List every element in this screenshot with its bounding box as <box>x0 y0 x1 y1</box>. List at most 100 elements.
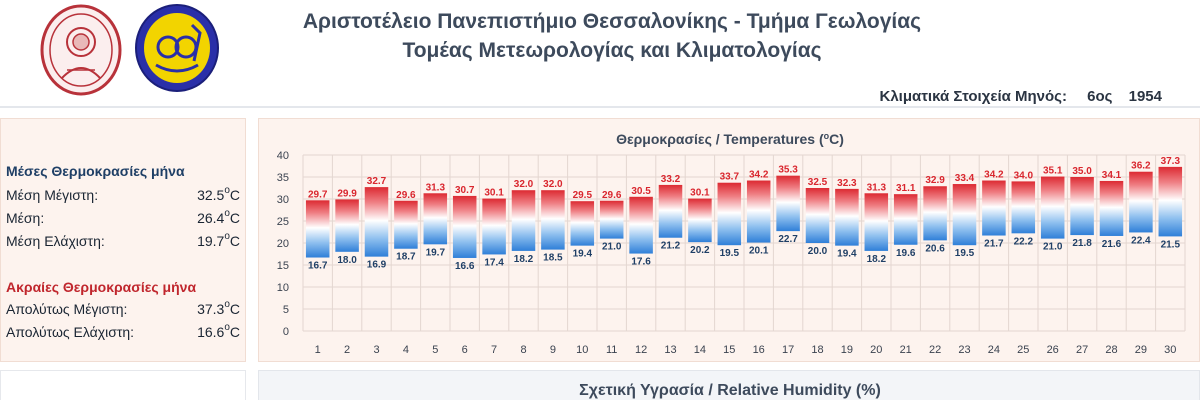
temp-range-bar <box>364 187 389 257</box>
temp-range-bar <box>688 198 712 243</box>
humidity-stats-panel <box>0 370 246 400</box>
stat-label: Μέση: <box>6 210 45 226</box>
x-tick-label: 3 <box>373 344 379 356</box>
mean-temps-title: Μέσες Θερμοκρασίες μήνα <box>6 163 185 179</box>
min-value-label: 18.0 <box>337 255 357 266</box>
temp-range-bar <box>776 175 800 232</box>
max-value-label: 35.1 <box>1043 166 1063 177</box>
x-tick-label: 8 <box>520 344 526 356</box>
max-value-label: 32.0 <box>514 179 534 190</box>
x-tick-label: 20 <box>870 344 882 356</box>
y-tick-label: 20 <box>277 238 289 250</box>
x-tick-label: 15 <box>723 344 735 356</box>
max-value-label: 34.0 <box>1014 170 1034 181</box>
y-tick-label: 5 <box>283 304 289 316</box>
max-value-label: 32.0 <box>543 179 563 190</box>
temp-range-bar <box>511 190 536 251</box>
x-tick-label: 19 <box>841 344 853 356</box>
max-value-label: 34.2 <box>984 170 1004 181</box>
university-seal-logo <box>40 4 122 96</box>
temp-range-bar <box>599 200 624 239</box>
temp-range-bar <box>805 188 830 243</box>
min-value-label: 17.4 <box>484 257 504 268</box>
max-value-label: 33.2 <box>661 174 681 185</box>
x-tick-label: 25 <box>1017 344 1029 356</box>
temp-range-bar <box>746 180 771 243</box>
min-value-label: 22.4 <box>1131 235 1151 246</box>
header-divider <box>0 106 1200 108</box>
x-tick-label: 4 <box>403 344 409 356</box>
x-tick-label: 27 <box>1076 344 1088 356</box>
min-value-label: 20.6 <box>925 243 945 254</box>
x-tick-label: 12 <box>635 344 647 356</box>
max-value-label: 33.4 <box>955 173 975 184</box>
min-value-label: 16.6 <box>455 261 475 272</box>
max-value-label: 32.9 <box>925 175 945 186</box>
temp-range-bar <box>629 196 653 254</box>
extreme-temps-title: Ακραίες Θερμοκρασίες μήνα <box>6 279 197 295</box>
y-tick-label: 35 <box>277 172 289 184</box>
temp-range-bar <box>864 193 889 251</box>
y-tick-label: 0 <box>283 326 289 338</box>
x-tick-label: 30 <box>1164 344 1176 356</box>
humidity-chart-panel: Σχετική Υγρασία / Relative Humidity (%) <box>258 370 1200 400</box>
humidity-chart-title: Σχετική Υγρασία / Relative Humidity (%) <box>579 382 881 399</box>
stat-value: 19.7oC <box>197 231 240 249</box>
max-value-label: 29.6 <box>602 190 622 201</box>
temp-range-bar <box>335 199 359 252</box>
max-value-label: 30.1 <box>484 188 504 199</box>
min-value-label: 16.9 <box>367 260 387 271</box>
y-tick-label: 25 <box>277 216 289 228</box>
y-tick-label: 30 <box>277 194 289 206</box>
max-value-label: 34.1 <box>1102 170 1122 181</box>
min-value-label: 19.4 <box>837 249 857 260</box>
min-value-label: 20.0 <box>808 246 828 257</box>
max-value-label: 29.6 <box>396 190 416 201</box>
monthly-stats-panel: Μέσες Θερμοκρασίες μήνα Μέση Μέγιστη: 32… <box>0 118 246 362</box>
month-info-label: Κλιματικά Στοιχεία Μηνός: <box>879 88 1067 105</box>
min-value-label: 21.5 <box>1161 239 1181 250</box>
x-tick-label: 21 <box>900 344 912 356</box>
y-tick-label: 10 <box>277 282 289 294</box>
min-value-label: 18.7 <box>396 252 416 263</box>
temp-range-bar <box>570 201 595 246</box>
x-tick-label: 13 <box>664 344 676 356</box>
temp-range-bar <box>893 194 918 245</box>
temp-range-bar <box>717 182 742 246</box>
chart-title: Θερμοκρασίες / Temperatures (oC) <box>616 131 844 147</box>
stat-value: 37.3oC <box>197 299 240 317</box>
x-tick-label: 29 <box>1135 344 1147 356</box>
temp-range-bar <box>835 188 859 246</box>
min-value-label: 19.6 <box>896 248 916 259</box>
y-tick-label: 40 <box>277 150 289 162</box>
x-tick-label: 26 <box>1047 344 1059 356</box>
temperature-chart-panel: Θερμοκρασίες / Temperatures (oC) 29.7 16.… <box>258 118 1200 362</box>
month-value: 6ος <box>1087 88 1113 105</box>
stat-value: 16.6oC <box>197 322 240 340</box>
min-value-label: 21.2 <box>661 241 681 252</box>
max-value-label: 31.1 <box>896 183 916 194</box>
min-value-label: 18.2 <box>867 254 887 265</box>
temp-range-bar <box>658 184 683 238</box>
stat-value: 26.4oC <box>197 208 240 226</box>
max-value-label: 31.3 <box>426 182 446 193</box>
x-tick-label: 5 <box>432 344 438 356</box>
temp-range-bar <box>305 200 330 258</box>
min-value-label: 21.7 <box>984 239 1004 250</box>
x-tick-label: 6 <box>462 344 468 356</box>
x-tick-label: 1 <box>315 344 321 356</box>
x-tick-label: 7 <box>491 344 497 356</box>
stat-label: Απολύτως Ελάχιστη: <box>6 324 135 340</box>
x-tick-label: 14 <box>694 344 706 356</box>
x-tick-label: 9 <box>550 344 556 356</box>
title-line-1: Αριστοτέλειο Πανεπιστήμιο Θεσσαλονίκης -… <box>302 10 922 33</box>
min-value-label: 19.5 <box>955 248 975 259</box>
temp-range-bar <box>1070 177 1094 236</box>
temp-range-bar <box>1040 176 1065 239</box>
max-value-label: 32.7 <box>367 176 387 187</box>
x-tick-label: 28 <box>1105 344 1117 356</box>
max-value-label: 32.5 <box>808 177 828 188</box>
temp-range-bar <box>423 193 448 245</box>
min-value-label: 21.0 <box>602 242 622 253</box>
max-value-label: 35.3 <box>778 165 798 176</box>
